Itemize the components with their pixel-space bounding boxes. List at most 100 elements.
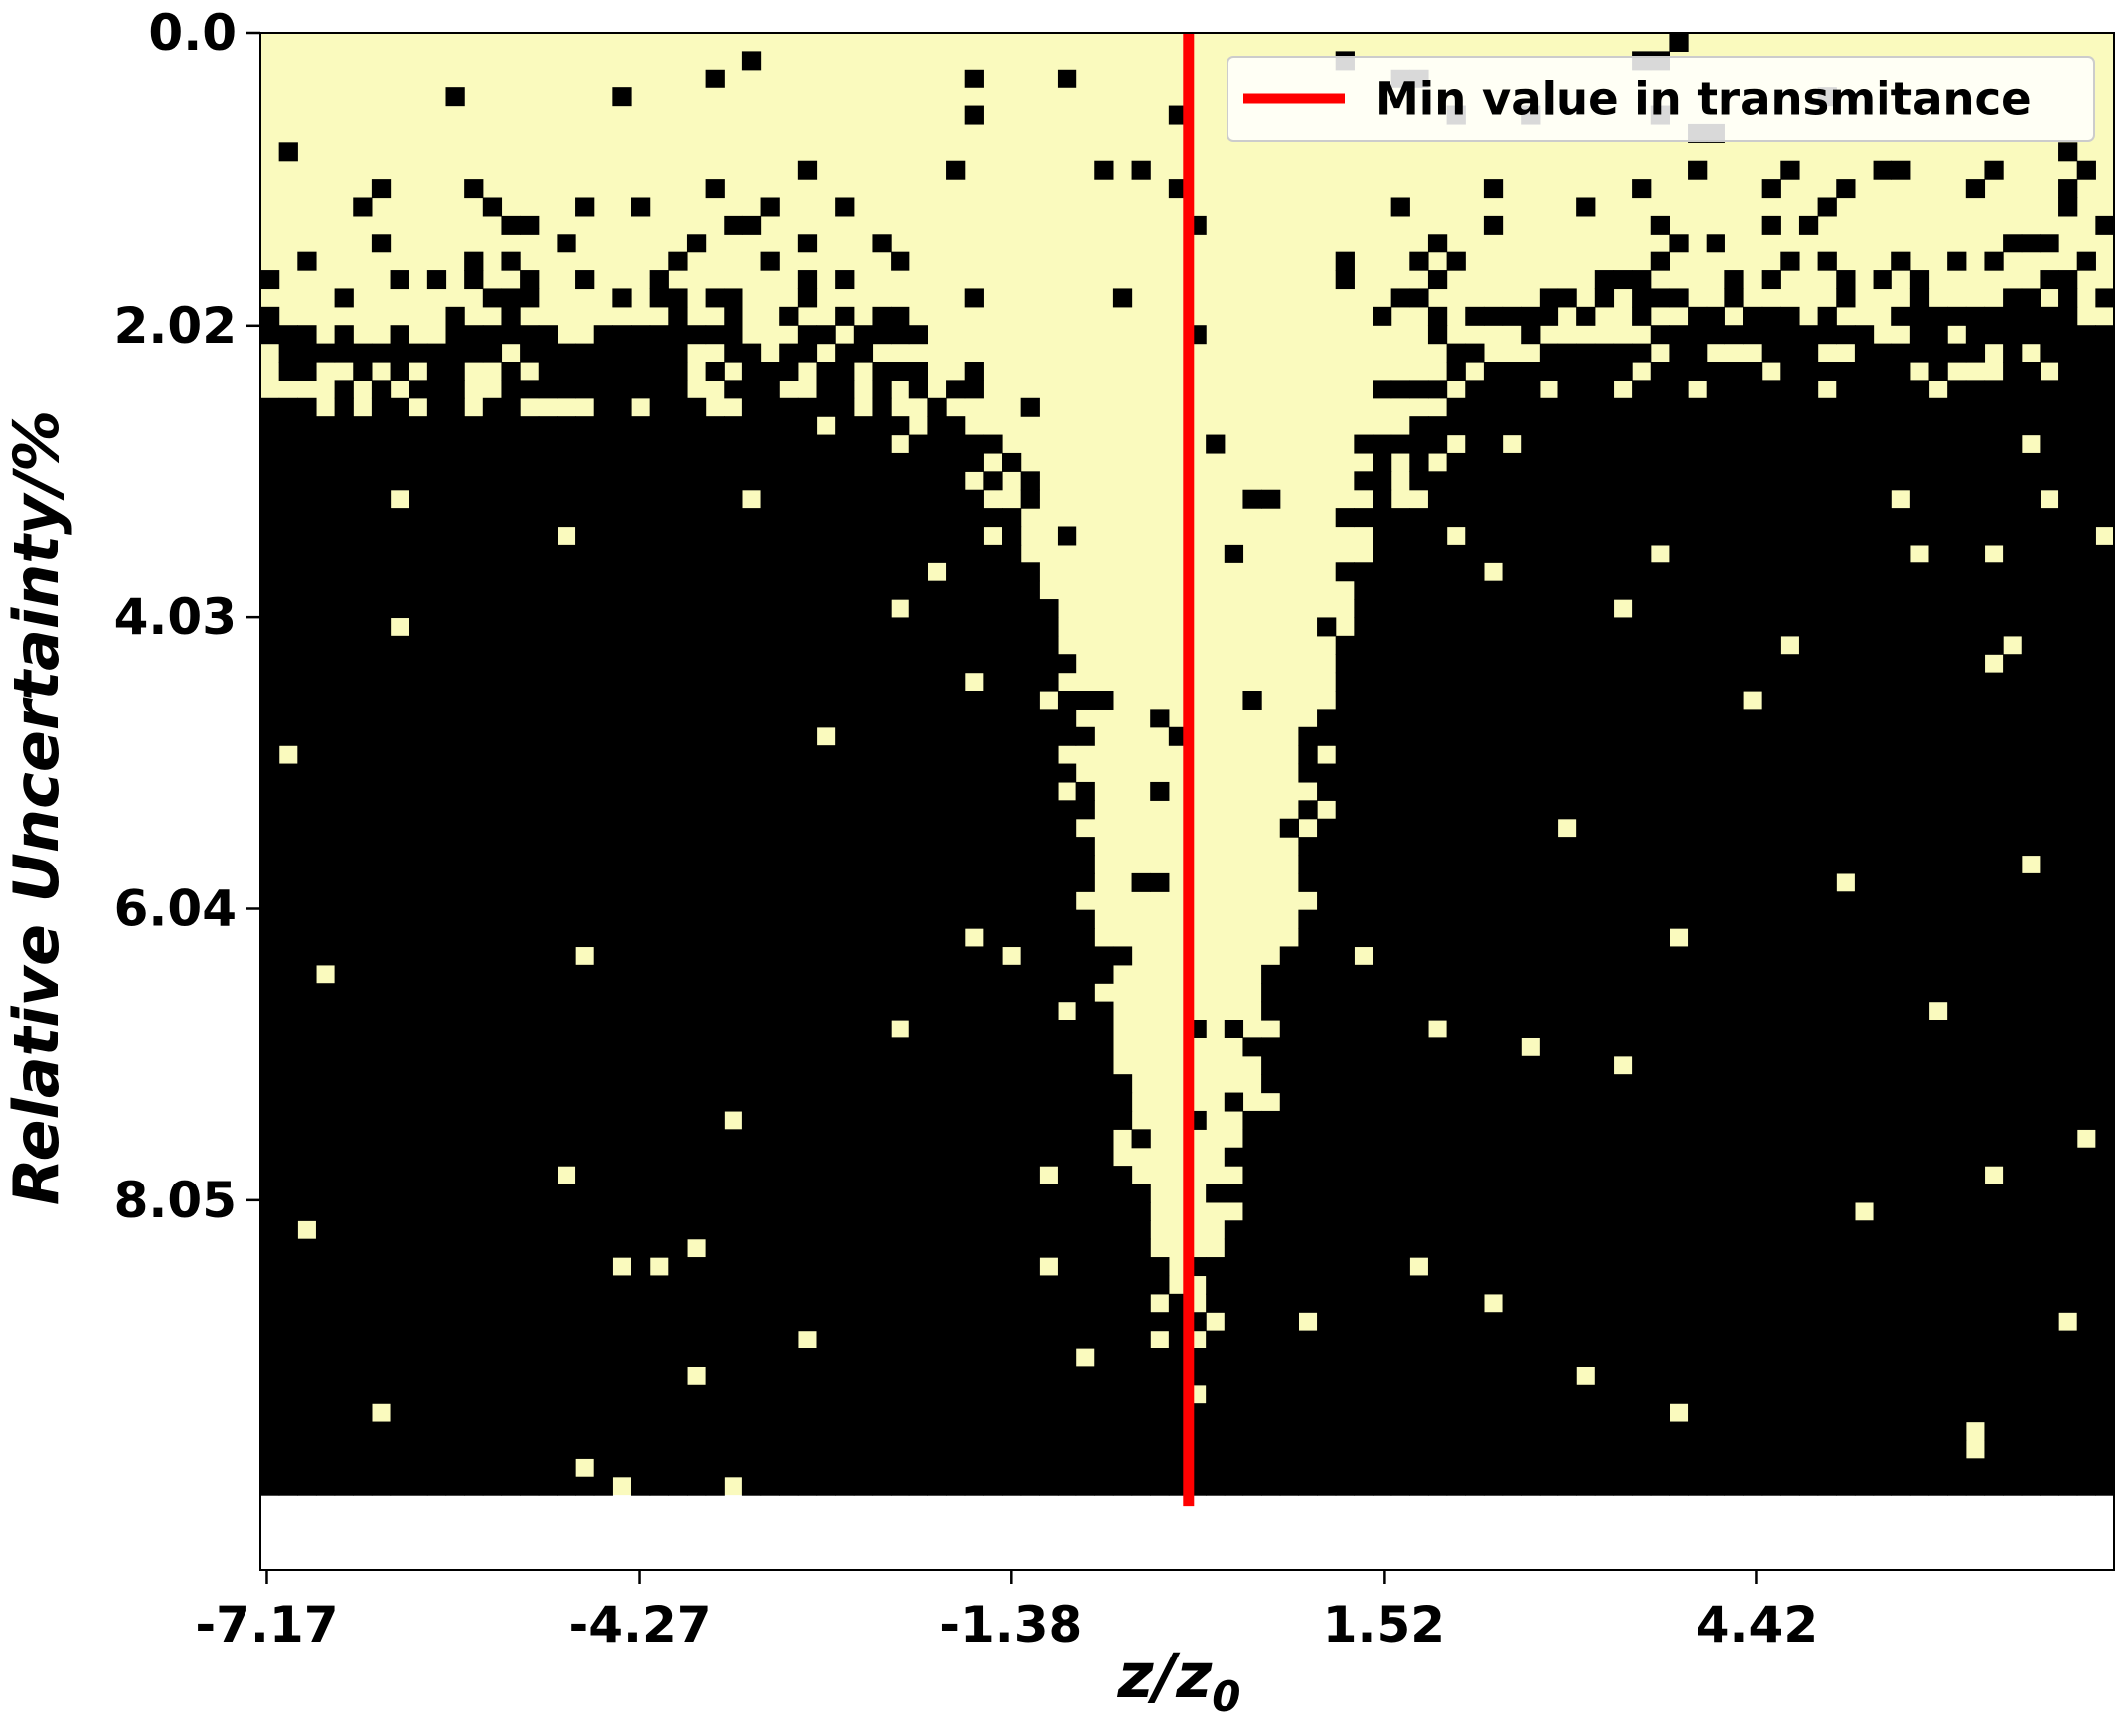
heatmap-cell [1817, 709, 1837, 728]
heatmap-cell [649, 1348, 669, 1367]
heatmap-cell [946, 526, 966, 546]
heatmap-cell [1836, 1055, 1856, 1075]
heatmap-cell [779, 891, 799, 911]
heatmap-cell [445, 508, 465, 528]
heatmap-cell [353, 617, 373, 637]
heatmap-cell [1539, 1238, 1559, 1258]
heatmap-cell [946, 928, 966, 948]
heatmap-cell [872, 1110, 892, 1130]
heatmap-cell [1483, 1074, 1504, 1094]
heatmap-cell [464, 1439, 484, 1459]
heatmap-cell [1298, 1458, 1318, 1478]
heatmap-cell [1298, 964, 1318, 984]
heatmap-cell [297, 1238, 317, 1258]
heatmap-cell [908, 818, 928, 838]
heatmap-cell [649, 891, 669, 911]
heatmap-cell [1780, 745, 1800, 765]
heatmap-cell [1854, 928, 1875, 948]
heatmap-cell [409, 781, 428, 801]
heatmap-cell [760, 1330, 780, 1349]
heatmap-cell [1335, 1020, 1355, 1038]
heatmap-cell [1020, 654, 1040, 674]
heatmap-cell [1465, 691, 1485, 710]
heatmap-cell [1427, 1184, 1448, 1203]
heatmap-cell [557, 343, 576, 363]
heatmap-cell [1669, 580, 1689, 600]
heatmap-cell [946, 380, 966, 399]
heatmap-cell [445, 1275, 465, 1295]
heatmap-cell [1724, 1110, 1744, 1130]
heatmap-cell [1650, 654, 1670, 674]
heatmap-cell [315, 983, 336, 1003]
heatmap-cell [538, 964, 558, 984]
heatmap-cell [1724, 1020, 1744, 1038]
heatmap-cell [1446, 1055, 1466, 1075]
heatmap-cell [593, 362, 613, 381]
heatmap-cell [1761, 1238, 1781, 1258]
heatmap-cell [1002, 1257, 1022, 1277]
heatmap-cell [538, 1020, 558, 1038]
heatmap-cell [853, 1384, 874, 1404]
heatmap-cell [1112, 1220, 1133, 1240]
heatmap-cell [409, 380, 428, 399]
heatmap-cell [538, 855, 558, 874]
heatmap-cell [1854, 1384, 1875, 1404]
heatmap-cell [1594, 1275, 1615, 1295]
heatmap-cell [445, 1092, 465, 1112]
heatmap-cell [1002, 745, 1022, 765]
heatmap-cell [1743, 891, 1763, 911]
heatmap-cell [1854, 1293, 1875, 1313]
heatmap-cell [297, 416, 317, 436]
heatmap-cell [1020, 946, 1040, 966]
heatmap-cell [464, 1220, 484, 1240]
heatmap-cell [1242, 1201, 1262, 1221]
heatmap-cell [1409, 1037, 1429, 1057]
heatmap-cell [297, 1458, 317, 1478]
heatmap-cell [908, 1147, 928, 1167]
heatmap-cell [1817, 416, 1837, 436]
heatmap-cell [1780, 599, 1800, 619]
heatmap-cell [1465, 983, 1485, 1003]
heatmap-cell [1669, 1166, 1689, 1185]
heatmap-cell [1112, 1110, 1133, 1130]
heatmap-cell [1891, 508, 1911, 528]
heatmap-cell [835, 1129, 855, 1149]
heatmap-cell [964, 837, 984, 857]
heatmap-cell [482, 818, 503, 838]
heatmap-cell [1354, 781, 1374, 801]
heatmap-cell [1483, 672, 1504, 692]
heatmap-cell [278, 452, 298, 472]
heatmap-cell [1854, 1421, 1875, 1441]
heatmap-cell [426, 526, 447, 546]
heatmap-cell [1465, 1110, 1485, 1130]
heatmap-cell [1206, 1439, 1226, 1459]
heatmap-cell [631, 380, 651, 399]
heatmap-cell [612, 800, 632, 820]
heatmap-cell [501, 709, 521, 728]
heatmap-cell [908, 1092, 928, 1112]
heatmap-cell [908, 526, 928, 546]
heatmap-cell [1279, 964, 1299, 984]
heatmap-cell [816, 1220, 836, 1240]
heatmap-cell [705, 909, 725, 929]
heatmap-cell [297, 1020, 317, 1038]
heatmap-cell [1854, 1238, 1875, 1258]
heatmap-cell [946, 416, 966, 436]
heatmap-cell [1743, 452, 1763, 472]
heatmap-cell [872, 452, 892, 472]
heatmap-cell [668, 306, 688, 326]
heatmap-cell [983, 654, 1003, 674]
heatmap-cell [464, 1403, 484, 1423]
heatmap-cell [872, 1055, 892, 1075]
heatmap-cell [1688, 709, 1708, 728]
heatmap-cell [1706, 1184, 1725, 1203]
heatmap-cell [1502, 1201, 1522, 1221]
heatmap-cell [1817, 489, 1837, 509]
heatmap-cell [334, 1092, 354, 1112]
heatmap-cell [501, 1476, 521, 1496]
heatmap-cell [593, 872, 613, 892]
heatmap-cell [1373, 928, 1392, 948]
heatmap-cell [520, 855, 540, 874]
heatmap-cell [1502, 1220, 1522, 1240]
heatmap-cell [557, 489, 576, 509]
